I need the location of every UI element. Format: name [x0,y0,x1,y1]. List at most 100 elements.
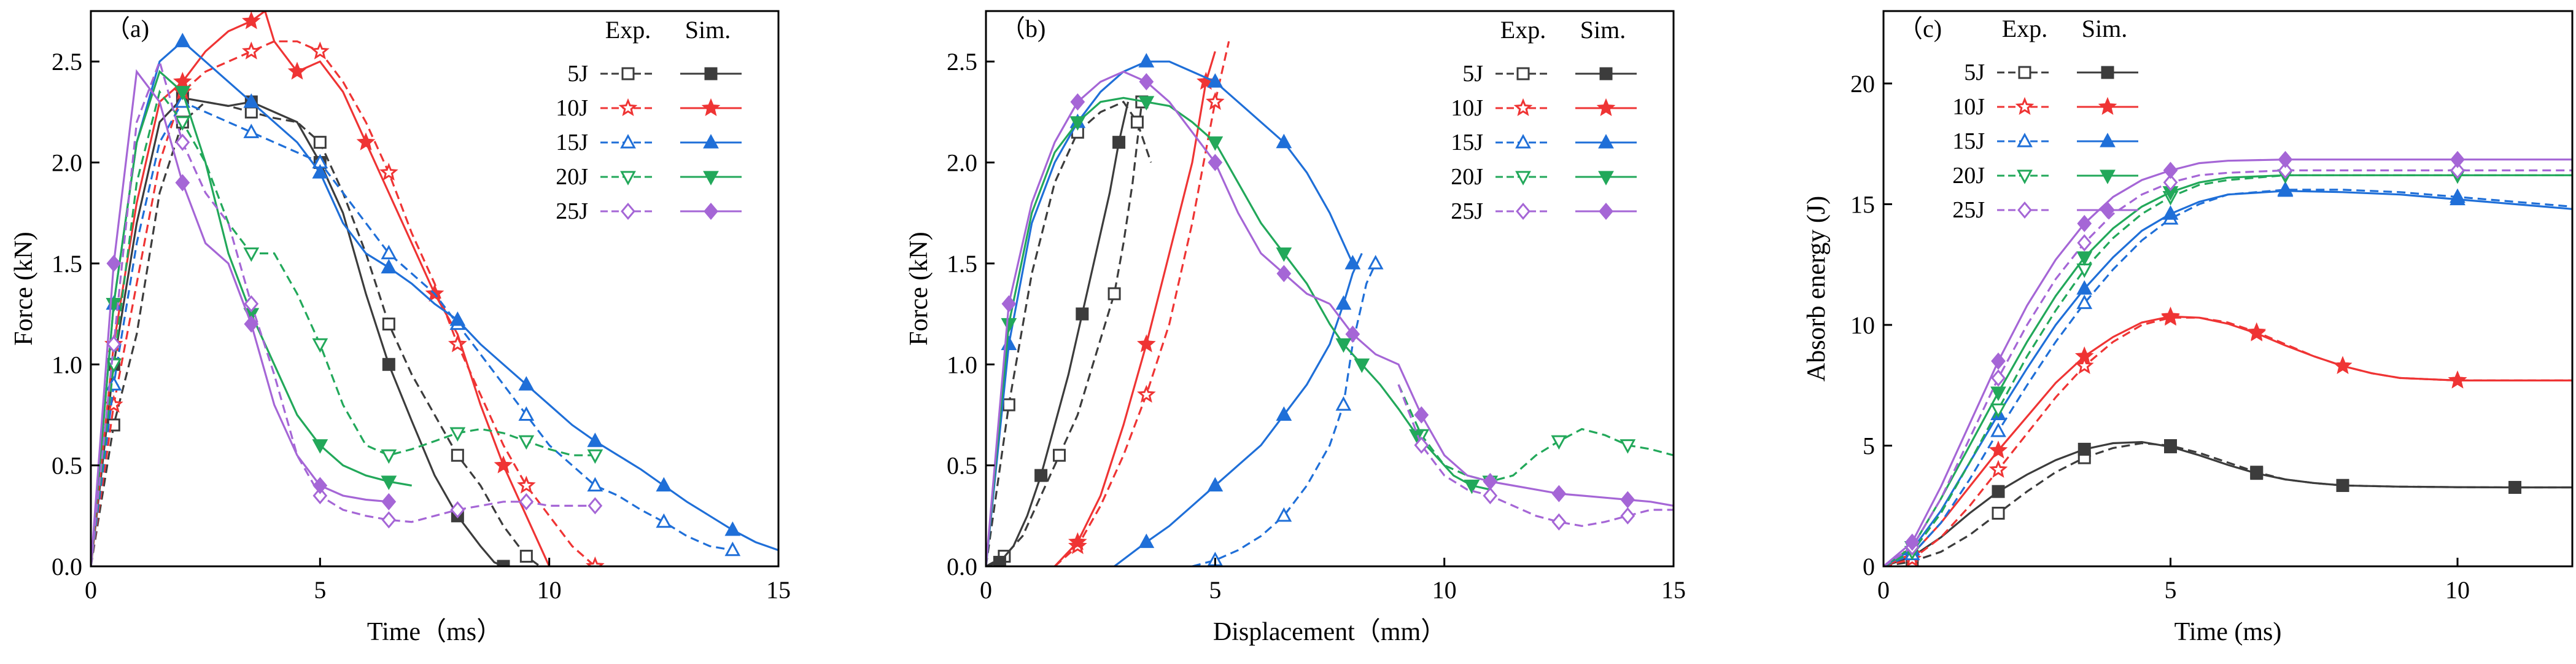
series-line-5J-exp [1884,442,2572,566]
data-point-10J-exp [379,162,398,181]
legend: Exp. Sim. 5J 10J 15J 20J 25J [1451,16,1637,224]
data-point-10J-sim [1068,532,1087,550]
y-tick-label: 1.5 [52,250,82,278]
legend-exp-marker [618,98,638,117]
x-tick-label: 15 [1661,576,1686,604]
y-tick-label: 2.0 [52,149,82,177]
data-point-5J-exp [519,550,533,563]
series-line-25J-sim [1884,158,2572,566]
data-point-25J-sim [381,493,397,510]
data-point-5J-sim [1076,307,1089,321]
series-line-20J-exp [1884,174,2572,566]
legend-label: 25J [1952,197,1985,223]
x-tick-label: 15 [766,576,791,604]
data-point-10J-exp [1137,385,1156,403]
x-tick-label: 10 [1432,576,1457,604]
data-point-10J-sim [2161,307,2180,325]
data-point-25J-exp [1551,513,1567,531]
data-point-10J-exp [1988,459,2008,478]
data-point-20J-sim [1990,386,2006,401]
y-axis-label: Force (kN) [905,232,933,345]
data-point-25J-exp [1483,486,1498,504]
series-line-20J-exp [91,89,596,566]
data-point-25J-sim [2077,214,2092,232]
data-point-20J-sim [1464,479,1480,494]
series-line-25J-exp [1884,169,2572,566]
data-point-25J-sim [2450,150,2465,168]
data-point-15J-exp [1276,507,1292,522]
legend-exp-marker [1516,67,1530,80]
x-tick-label: 0 [85,576,97,604]
data-point-25J-exp [244,295,259,313]
series-group [986,41,1674,566]
y-axis-label: Force (kN) [10,232,38,345]
series-line-15J-exp [1192,263,1377,566]
data-point-15J-exp [724,541,741,557]
data-point-15J-exp [518,406,535,421]
data-point-15J-sim [1335,295,1352,310]
data-point-25J-sim [1345,325,1360,343]
data-point-20J-sim [1001,318,1017,333]
plot-frame [1882,10,2574,568]
legend-exp-marker [1515,134,1531,149]
data-point-5J-exp [1052,448,1066,462]
data-point-25J-exp [2163,174,2178,192]
legend-exp-marker [2018,66,2031,79]
data-point-20J-sim [1335,338,1352,353]
legend-exp-marker [620,134,636,149]
series-line-20J-exp [1397,384,1674,483]
data-point-20J-exp [449,427,466,442]
data-point-25J-exp [175,133,190,151]
y-tick-label: 20 [1850,70,1875,98]
y-tick-label: 2.5 [947,48,977,76]
data-point-5J-exp [382,318,395,331]
data-point-15J-sim [1138,533,1155,549]
series-line-25J-sim [91,69,389,566]
data-point-20J-sim [1069,116,1086,131]
data-point-15J-sim [243,93,260,108]
y-axis-label: Absorb energy (J) [1802,196,1831,382]
y-tick-label: 2.5 [52,48,82,76]
legend-sim-marker [701,98,721,117]
panel-label: （a) [106,15,149,42]
data-point-5J-sim [1034,469,1048,482]
legend: Exp. Sim. 5J 10J 15J 20J 25J [1952,15,2138,223]
data-point-20J-sim [1207,136,1224,151]
data-point-15J-sim [1344,254,1361,270]
y-tick-label: 1.5 [947,250,977,278]
series-line-10J-exp [1884,316,2572,566]
data-point-10J-exp [1206,92,1225,110]
data-point-15J-exp [381,244,397,260]
data-point-15J-sim [1276,133,1292,149]
data-point-25J-sim [1070,93,1085,111]
legend-label: 15J [1952,128,1985,154]
legend-sim-marker [2098,96,2117,115]
data-point-25J-sim [1904,533,1920,551]
data-point-10J-sim [2333,356,2353,374]
data-point-10J-sim [1988,440,2008,459]
x-tick-label: 0 [1877,576,1890,604]
legend-sim-marker [1599,67,1613,80]
y-tick-label: 0 [1863,553,1875,580]
legend-label: 10J [1451,95,1483,121]
data-point-10J-sim [2448,370,2467,389]
data-point-20J-exp [1551,435,1567,450]
legend-exp-marker [2017,170,2033,184]
y-tick-label: 5 [1863,432,1875,459]
data-point-5J-sim [1992,485,2005,498]
series-line-25J-sim [1329,303,1674,507]
data-point-10J-sim [2247,323,2267,342]
data-point-20J-sim [174,85,191,101]
legend-label: 20J [1451,164,1483,190]
series-line-5J-sim [986,101,1130,566]
y-tick-label: 15 [1850,190,1875,218]
data-point-20J-exp [243,247,260,262]
data-point-25J-sim [106,254,122,272]
series-line-15J-sim [91,40,778,566]
legend-sim-header: Sim. [2082,15,2127,42]
series-line-5J-exp [986,101,1143,566]
data-point-10J-sim [242,11,261,29]
data-point-15J-sim [1138,53,1155,68]
data-point-10J-exp [586,556,605,566]
data-point-25J-exp [2278,162,2293,179]
